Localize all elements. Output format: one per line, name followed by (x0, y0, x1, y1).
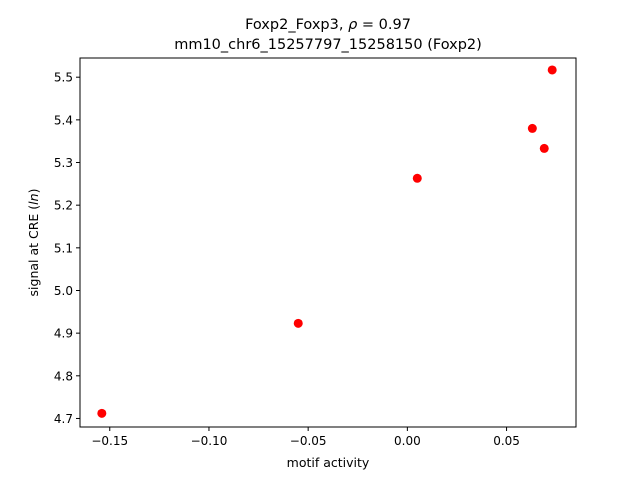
plot-frame (79, 57, 577, 428)
y-tick-label: 5.0 (54, 284, 73, 298)
chart-title-line2: mm10_chr6_15257797_15258150 (Foxp2) (174, 37, 482, 53)
y-tick-label: 5.1 (54, 241, 73, 255)
data-point (293, 318, 303, 328)
data-point (547, 65, 557, 75)
x-tick-label: 0.05 (493, 434, 520, 448)
x-axis-label: motif activity (287, 455, 370, 470)
data-point (412, 173, 422, 183)
y-tick-label: 5.5 (54, 71, 73, 85)
data-point (97, 408, 107, 418)
data-point (539, 143, 549, 153)
x-tick-label: −0.05 (290, 434, 327, 448)
x-tick-label: −0.15 (91, 434, 128, 448)
x-tick-label: 0.00 (394, 434, 421, 448)
y-tick-label: 4.9 (54, 327, 73, 341)
axis-ticks: −0.15 −0.10 −0.05 0.00 0.05 4.7 4.8 4.9 5.0 5.1 5.… (54, 71, 520, 448)
chart-title-line1: Foxp2_Foxp3, ρ = 0.97 (245, 17, 411, 33)
y-tick-label: 5.2 (54, 199, 73, 213)
y-tick-label: 5.4 (54, 113, 73, 127)
y-axis-label: signal at CRE (ln) (26, 189, 41, 297)
x-tick-label: −0.10 (191, 434, 228, 448)
data-points (97, 65, 557, 418)
data-point (527, 123, 537, 133)
y-tick-label: 4.8 (54, 369, 73, 383)
y-tick-label: 5.3 (54, 156, 73, 170)
y-tick-label: 4.7 (54, 412, 73, 426)
